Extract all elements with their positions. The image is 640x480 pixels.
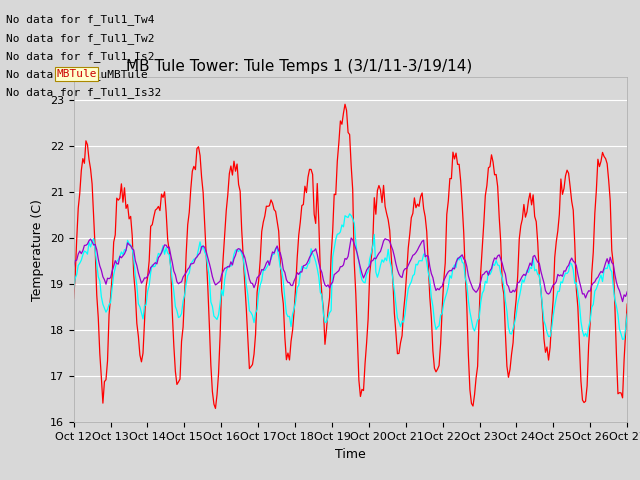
Tul1_Ts-16cm bbox=[262, 260, 270, 266]
Tul1_Ts-8cm bbox=[594, 281, 602, 287]
Tul1_Ts-16cm bbox=[138, 280, 145, 286]
Line: Tul1_Ts-16cm: Tul1_Ts-16cm bbox=[74, 238, 627, 301]
Tul1_Ts-8cm bbox=[138, 310, 145, 316]
Tul1_Tw+10cm bbox=[70, 296, 77, 301]
Tul1_Ts-8cm bbox=[619, 336, 627, 342]
Tul1_Ts-8cm bbox=[346, 211, 353, 217]
Tul1_Ts-16cm bbox=[253, 275, 261, 281]
Text: No data for f_Tul1_Is2: No data for f_Tul1_Is2 bbox=[6, 51, 155, 62]
Tul1_Ts-16cm bbox=[619, 299, 627, 304]
Legend: Tul1_Tw+10cm, Tul1_Ts-8cm, Tul1_Ts-16cm: Tul1_Tw+10cm, Tul1_Ts-8cm, Tul1_Ts-16cm bbox=[148, 474, 552, 480]
Tul1_Tw+10cm bbox=[596, 164, 604, 169]
Tul1_Ts-16cm bbox=[235, 246, 243, 252]
Tul1_Ts-8cm bbox=[70, 286, 77, 292]
Tul1_Ts-8cm bbox=[235, 249, 243, 254]
Tul1_Tw+10cm bbox=[314, 180, 321, 186]
Line: Tul1_Ts-8cm: Tul1_Ts-8cm bbox=[74, 214, 627, 339]
Tul1_Ts-8cm bbox=[312, 259, 319, 264]
Tul1_Tw+10cm bbox=[236, 188, 244, 194]
Tul1_Tw+10cm bbox=[264, 204, 272, 209]
Text: No data for f_uMBTule: No data for f_uMBTule bbox=[6, 69, 148, 80]
Text: No data for f_Tul1_Tw2: No data for f_Tul1_Tw2 bbox=[6, 33, 155, 44]
Text: MBTule: MBTule bbox=[56, 69, 97, 79]
Y-axis label: Temperature (C): Temperature (C) bbox=[31, 199, 44, 300]
Tul1_Ts-8cm bbox=[253, 307, 261, 312]
Tul1_Ts-8cm bbox=[623, 311, 631, 317]
Tul1_Ts-16cm bbox=[348, 235, 355, 241]
Text: No data for f_Tul1_Is32: No data for f_Tul1_Is32 bbox=[6, 87, 162, 98]
Line: Tul1_Tw+10cm: Tul1_Tw+10cm bbox=[74, 104, 627, 408]
Tul1_Ts-16cm bbox=[312, 246, 319, 252]
Tul1_Tw+10cm bbox=[255, 278, 262, 284]
Tul1_Tw+10cm bbox=[138, 359, 145, 365]
Tul1_Tw+10cm bbox=[212, 406, 220, 411]
Text: MB Tule Tower: Tule Temps 1 (3/1/11-3/19/14): MB Tule Tower: Tule Temps 1 (3/1/11-3/19… bbox=[126, 59, 472, 74]
X-axis label: Time: Time bbox=[335, 448, 366, 461]
Tul1_Tw+10cm bbox=[623, 301, 631, 307]
Tul1_Ts-16cm bbox=[594, 275, 602, 280]
Tul1_Ts-16cm bbox=[70, 264, 77, 270]
Text: No data for f_Tul1_Tw4: No data for f_Tul1_Tw4 bbox=[6, 14, 155, 25]
Tul1_Ts-16cm bbox=[623, 289, 631, 295]
Tul1_Tw+10cm bbox=[341, 101, 349, 107]
Tul1_Ts-8cm bbox=[262, 265, 270, 271]
